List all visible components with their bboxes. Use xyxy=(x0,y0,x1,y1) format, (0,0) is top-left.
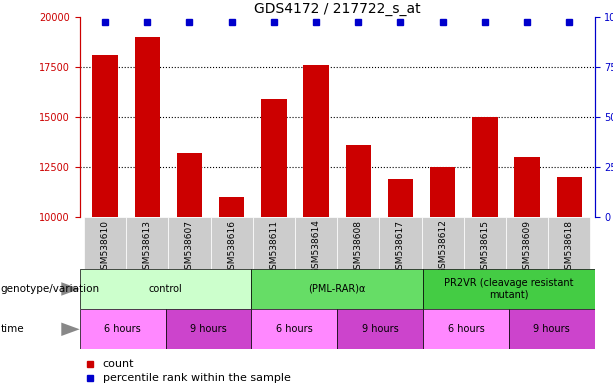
FancyBboxPatch shape xyxy=(169,217,210,269)
Bar xyxy=(93,55,118,217)
Text: genotype/variation: genotype/variation xyxy=(1,284,100,294)
FancyBboxPatch shape xyxy=(548,217,590,269)
Text: 9 hours: 9 hours xyxy=(362,324,398,334)
Text: GSM538608: GSM538608 xyxy=(354,220,363,275)
Text: GSM538610: GSM538610 xyxy=(101,220,110,275)
Text: GSM538617: GSM538617 xyxy=(396,220,405,275)
Text: control: control xyxy=(148,284,183,294)
FancyBboxPatch shape xyxy=(464,217,506,269)
Text: PR2VR (cleavage resistant
mutant): PR2VR (cleavage resistant mutant) xyxy=(444,278,574,300)
Text: GSM538616: GSM538616 xyxy=(227,220,236,275)
FancyBboxPatch shape xyxy=(506,217,548,269)
FancyBboxPatch shape xyxy=(80,309,166,349)
Text: 6 hours: 6 hours xyxy=(104,324,141,334)
Bar xyxy=(514,157,539,217)
Text: GSM538612: GSM538612 xyxy=(438,220,447,275)
Text: 9 hours: 9 hours xyxy=(533,324,570,334)
Bar xyxy=(430,167,455,217)
FancyBboxPatch shape xyxy=(379,217,422,269)
Polygon shape xyxy=(61,323,80,336)
FancyBboxPatch shape xyxy=(251,309,337,349)
FancyBboxPatch shape xyxy=(80,269,251,309)
Text: GSM538607: GSM538607 xyxy=(185,220,194,275)
FancyBboxPatch shape xyxy=(423,269,595,309)
Text: 9 hours: 9 hours xyxy=(190,324,227,334)
Text: (PML-RAR)α: (PML-RAR)α xyxy=(308,284,366,294)
FancyBboxPatch shape xyxy=(422,217,464,269)
Bar xyxy=(303,65,329,217)
Bar xyxy=(177,153,202,217)
Bar xyxy=(388,179,413,217)
FancyBboxPatch shape xyxy=(166,309,251,349)
Title: GDS4172 / 217722_s_at: GDS4172 / 217722_s_at xyxy=(254,2,421,16)
Text: GSM538609: GSM538609 xyxy=(522,220,531,275)
FancyBboxPatch shape xyxy=(253,217,295,269)
FancyBboxPatch shape xyxy=(337,217,379,269)
Bar xyxy=(557,177,582,217)
Text: GSM538618: GSM538618 xyxy=(565,220,574,275)
Bar xyxy=(135,37,160,217)
Text: count: count xyxy=(103,359,134,369)
FancyBboxPatch shape xyxy=(509,309,595,349)
Text: GSM538614: GSM538614 xyxy=(311,220,321,275)
FancyBboxPatch shape xyxy=(295,217,337,269)
FancyBboxPatch shape xyxy=(126,217,169,269)
Bar xyxy=(261,99,286,217)
FancyBboxPatch shape xyxy=(423,309,509,349)
Text: GSM538613: GSM538613 xyxy=(143,220,152,275)
FancyBboxPatch shape xyxy=(337,309,423,349)
Bar xyxy=(472,117,498,217)
FancyBboxPatch shape xyxy=(210,217,253,269)
FancyBboxPatch shape xyxy=(251,269,423,309)
Text: 6 hours: 6 hours xyxy=(276,324,313,334)
Text: time: time xyxy=(1,324,25,334)
Bar xyxy=(346,145,371,217)
Polygon shape xyxy=(61,282,80,296)
Text: percentile rank within the sample: percentile rank within the sample xyxy=(103,373,291,383)
FancyBboxPatch shape xyxy=(84,217,126,269)
Text: GSM538615: GSM538615 xyxy=(481,220,489,275)
Text: 6 hours: 6 hours xyxy=(447,324,484,334)
Text: GSM538611: GSM538611 xyxy=(269,220,278,275)
Bar xyxy=(219,197,245,217)
